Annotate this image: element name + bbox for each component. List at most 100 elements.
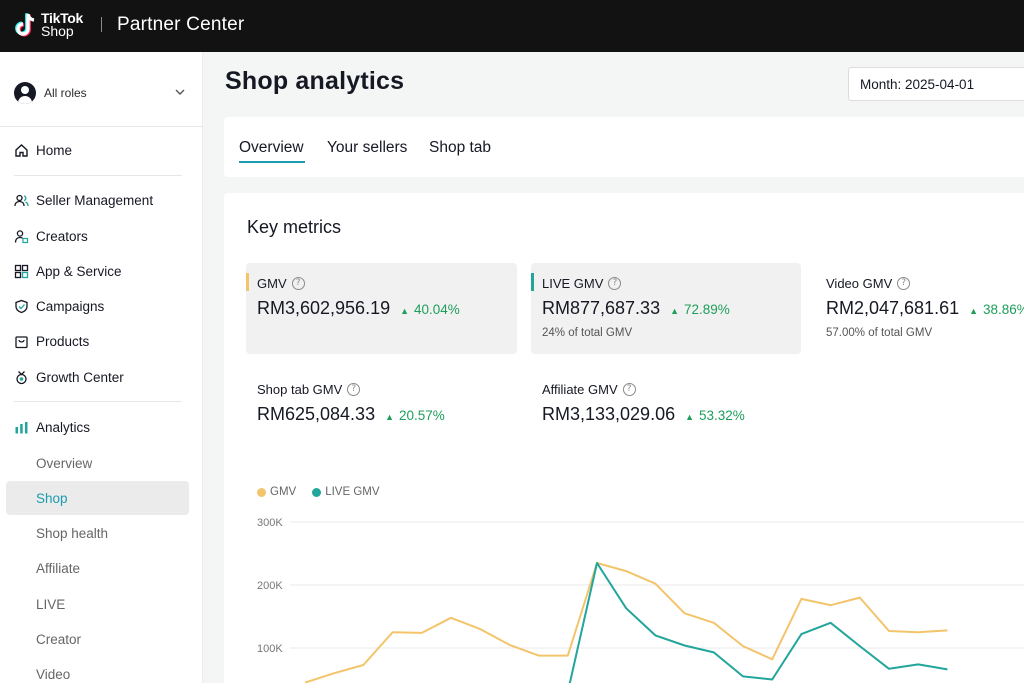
active-tab-indicator (239, 161, 305, 163)
tiktok-shop-logo[interactable]: TikTok Shop (13, 10, 89, 40)
sidebar-active-highlight (6, 481, 189, 515)
gmv-line-chart[interactable]: 300K 200K 100K (245, 505, 1024, 683)
sidebar-subitem-overview[interactable]: Overview (36, 456, 93, 471)
sidebar-item-label: Campaigns (36, 298, 105, 314)
help-icon[interactable]: ? (347, 383, 361, 396)
sidebar-divider (0, 126, 203, 127)
metric-label: Affiliate GMV (542, 382, 618, 397)
metric-card-gmv[interactable]: GMV? RM3,602,956.19 ▲ 40.04% (246, 263, 517, 354)
metric-label: Shop tab GMV (257, 382, 343, 397)
metric-change: 38.86% (983, 302, 1024, 317)
series-line-gmv (304, 562, 948, 683)
tab-your-sellers[interactable]: Your sellers (327, 139, 408, 156)
metric-label: LIVE GMV (542, 276, 604, 291)
grid-icon (14, 264, 29, 278)
metric-change: 72.89% (684, 302, 730, 317)
metric-label: Video GMV (826, 276, 893, 291)
y-tick-label: 200K (257, 580, 283, 592)
metric-card-live-gmv[interactable]: LIVE GMV? RM877,687.33 ▲ 72.89% 24% of t… (531, 263, 801, 354)
legend-dot (312, 487, 322, 497)
series-line-live-gmv (568, 562, 948, 683)
metric-label: GMV (257, 276, 287, 291)
sidebar-item-creators[interactable]: Creators (14, 225, 88, 247)
help-icon[interactable]: ? (608, 277, 622, 290)
tabs-card (224, 117, 1024, 177)
sidebar-item-label: Products (36, 333, 90, 349)
people-icon (14, 194, 29, 206)
sidebar-item-label: Home (36, 142, 73, 158)
sidebar-item-label: Seller Management (36, 192, 154, 208)
chevron-down-icon (175, 89, 185, 95)
metric-accent-bar (246, 273, 249, 291)
sidebar-divider (14, 401, 182, 402)
metric-card-video-gmv[interactable]: Video GMV? RM2,047,681.61 ▲ 38.86% 57.00… (815, 263, 1024, 354)
medal-icon (16, 370, 27, 384)
metric-value: RM877,687.33 (542, 298, 661, 318)
bar-chart-icon (15, 421, 28, 433)
sidebar-subitem-shop[interactable]: Shop (36, 491, 68, 506)
metric-change: 40.04% (414, 302, 460, 317)
up-arrow-icon: ▲ (969, 306, 979, 316)
sidebar-subitem-video[interactable]: Video (36, 667, 71, 682)
legend-label: LIVE GMV (325, 486, 380, 498)
top-bar: TikTok Shop Partner Center (0, 0, 1024, 52)
metric-card-affiliate-gmv[interactable]: Affiliate GMV? RM3,133,029.06 ▲ 53.32% (531, 369, 801, 439)
tab-shop-tab[interactable]: Shop tab (429, 139, 492, 156)
sidebar-subitem-shop-health[interactable]: Shop health (36, 526, 109, 541)
metric-share: 24% of total GMV (542, 327, 633, 339)
sidebar-item-analytics[interactable]: Analytics (14, 416, 90, 438)
help-icon[interactable]: ? (622, 383, 636, 396)
y-tick-label: 100K (257, 643, 283, 655)
month-filter[interactable]: Month: 2025-04-01 (848, 67, 1024, 101)
app-title: Partner Center (117, 14, 245, 35)
creator-icon (14, 229, 29, 243)
metric-share: 57.00% of total GMV (826, 327, 933, 339)
role-selector[interactable]: All roles (14, 81, 189, 105)
legend-item-gmv[interactable]: GMV (257, 486, 296, 498)
logo-text-shop: Shop (41, 23, 74, 39)
chart-legend: GMV LIVE GMV (257, 486, 396, 498)
help-icon[interactable]: ? (897, 277, 911, 290)
sidebar-subitem-creator[interactable]: Creator (36, 632, 82, 647)
help-icon[interactable]: ? (291, 277, 305, 290)
metric-value: RM625,084.33 (257, 404, 376, 424)
role-label: All roles (44, 86, 87, 100)
sidebar-item-products[interactable]: Products (14, 330, 89, 352)
metric-change: 53.32% (699, 408, 745, 423)
avatar (14, 82, 36, 104)
metric-value: RM3,602,956.19 (257, 298, 391, 318)
sidebar-subitem-live[interactable]: LIVE (36, 597, 66, 612)
metric-card-shop-tab-gmv[interactable]: Shop tab GMV? RM625,084.33 ▲ 20.57% (246, 369, 517, 439)
up-arrow-icon: ▲ (685, 412, 695, 422)
legend-label: GMV (270, 486, 297, 498)
legend-item-live-gmv[interactable]: LIVE GMV (312, 486, 380, 498)
tab-overview[interactable]: Overview (239, 139, 304, 156)
sidebar-item-label: Analytics (36, 419, 91, 435)
shield-icon (15, 299, 28, 313)
up-arrow-icon: ▲ (670, 306, 680, 316)
home-icon (15, 143, 28, 157)
logo-text-tiktok: TikTok (41, 10, 84, 26)
metric-value: RM3,133,029.06 (542, 404, 676, 424)
up-arrow-icon: ▲ (400, 306, 410, 316)
bag-icon (15, 335, 28, 348)
sidebar-item-campaigns[interactable]: Campaigns (14, 295, 104, 317)
metric-accent-bar (531, 273, 534, 291)
sidebar-item-app-service[interactable]: App & Service (14, 260, 122, 282)
header-divider (101, 17, 102, 32)
section-title: Key metrics (247, 217, 342, 237)
sidebar-divider (14, 175, 182, 176)
sidebar-item-label: Growth Center (36, 369, 124, 385)
legend-dot (257, 487, 266, 497)
sidebar-item-label: App & Service (36, 263, 122, 279)
sidebar: All roles Home Seller Management Creator… (0, 52, 203, 683)
sidebar-item-label: Creators (36, 228, 88, 244)
metric-change: 20.57% (399, 408, 445, 423)
sidebar-item-home[interactable]: Home (14, 139, 72, 161)
sidebar-item-growth-center[interactable]: Growth Center (14, 366, 124, 388)
tiktok-logo-icon (15, 13, 35, 37)
sidebar-subitem-affiliate[interactable]: Affiliate (36, 561, 81, 576)
page-title: Shop analytics (225, 67, 405, 95)
y-tick-label: 300K (257, 517, 283, 529)
sidebar-item-seller-management[interactable]: Seller Management (14, 189, 153, 211)
